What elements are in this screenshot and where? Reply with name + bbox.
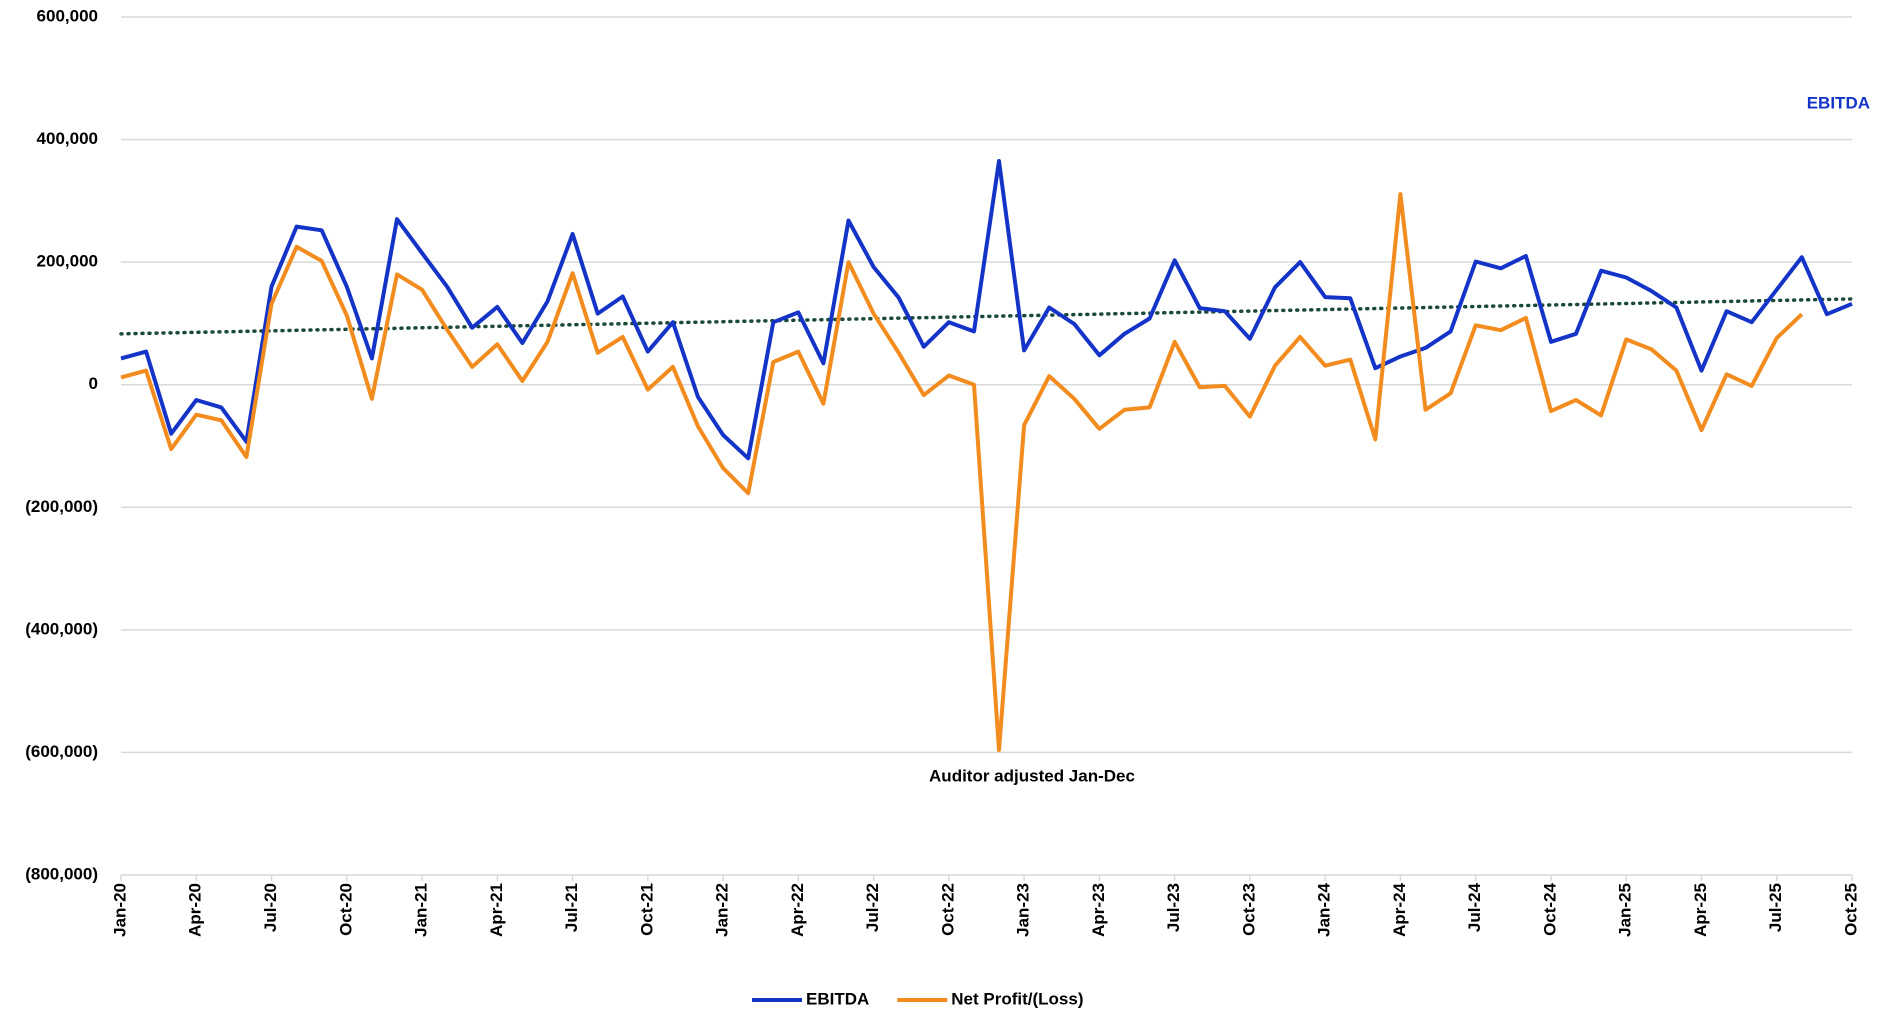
y-tick-label: 600,000 (37, 6, 98, 25)
x-tick-label: Oct-25 (1841, 883, 1860, 936)
x-tick-label: Oct-23 (1239, 883, 1258, 936)
y-tick-label: 400,000 (37, 129, 98, 148)
x-tick-label: Jan-22 (713, 883, 732, 937)
x-tick-label: Oct-24 (1540, 882, 1559, 935)
x-tick-label: Apr-23 (1089, 883, 1108, 937)
y-tick-label: (200,000) (25, 497, 98, 516)
y-tick-label: (600,000) (25, 742, 98, 761)
legend-label: EBITDA (806, 989, 869, 1008)
x-tick-label: Apr-25 (1691, 883, 1710, 937)
x-tick-label: Jul-25 (1766, 883, 1785, 932)
x-tick-label: Oct-22 (938, 883, 957, 936)
series-line (120, 159, 1853, 461)
trend-line (119, 297, 1854, 336)
x-tick-label: Apr-20 (186, 883, 205, 937)
y-tick-label: (400,000) (25, 619, 98, 638)
x-tick-label: Jan-20 (110, 883, 129, 937)
x-tick-label: Jan-24 (1315, 882, 1334, 936)
x-tick-label: Jul-21 (562, 883, 581, 932)
annotation: EBITDA (1807, 93, 1870, 112)
x-tick-label: Jan-25 (1616, 883, 1635, 937)
x-tick-label: Jan-21 (412, 883, 431, 937)
x-tick-label: Apr-24 (1390, 882, 1409, 936)
y-tick-label: 0 (89, 374, 98, 393)
x-tick-label: Jul-24 (1465, 882, 1484, 932)
x-tick-label: Oct-20 (336, 883, 355, 936)
x-tick-label: Jul-23 (1164, 883, 1183, 932)
x-tick-label: Jul-20 (261, 883, 280, 932)
x-tick-label: Apr-22 (788, 883, 807, 937)
y-tick-label: (800,000) (25, 864, 98, 883)
annotation: Auditor adjusted Jan-Dec (929, 766, 1135, 785)
x-tick-label: Apr-21 (487, 883, 506, 937)
series-line (120, 192, 1804, 752)
legend-label: Net Profit/(Loss) (951, 989, 1083, 1008)
x-tick-label: Jan-23 (1014, 883, 1033, 937)
x-tick-label: Oct-21 (637, 883, 656, 936)
y-tick-label: 200,000 (37, 252, 98, 271)
x-tick-label: Jul-22 (863, 883, 882, 932)
